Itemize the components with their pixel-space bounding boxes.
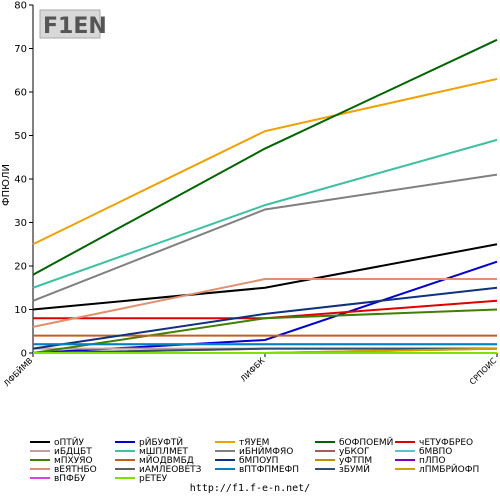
legend-label: мЙОДВМБД <box>139 456 194 466</box>
legend-item: бМПОУП <box>215 454 278 468</box>
legend-label: иБНЙМФЯО <box>239 447 294 457</box>
legend-swatch <box>395 449 415 452</box>
legend-swatch <box>30 458 50 461</box>
series-lines <box>32 38 498 354</box>
series-line-6 <box>32 138 498 289</box>
legend-item: оПТЙУ <box>30 436 84 450</box>
f1en-logo: F1EN <box>39 9 107 39</box>
footer-url: http://f1.f-e-n.net/ <box>189 483 311 494</box>
legend-label: тЯУЕМ <box>239 438 270 448</box>
legend-swatch <box>315 440 335 443</box>
y-tick-label: 80 <box>14 1 27 12</box>
y-tick-label: 70 <box>14 44 27 55</box>
series-line-12 <box>32 286 498 350</box>
legend-item: бМВПО <box>395 445 452 459</box>
legend-item: рЙБУФТЙ <box>115 436 183 450</box>
legend-item: вЕЯТНБО <box>30 463 97 477</box>
y-tick-label: 20 <box>14 262 27 273</box>
legend-label: чЕТУФБРЕО <box>419 438 474 448</box>
legend-swatch <box>395 467 415 470</box>
legend-item: мПХУЯО <box>30 454 93 468</box>
legend-swatch <box>115 449 135 452</box>
legend-label: зБУМЙ <box>339 465 370 475</box>
series-line-15 <box>32 278 497 328</box>
legend-swatch <box>215 467 235 470</box>
legend-label: бМПОУП <box>239 456 279 466</box>
legend-label: рЙБУФТЙ <box>139 438 184 448</box>
legend-swatch <box>115 476 135 479</box>
legend-swatch <box>30 476 50 479</box>
series-line-3 <box>32 38 498 276</box>
legend-label: бОФПОЕМЙ <box>339 438 394 448</box>
legend-label: мШПЛМЕТ <box>139 447 188 457</box>
legend-item: мЙОДВМБД <box>115 454 194 468</box>
legend-item: бОФПОЕМЙ <box>315 436 393 450</box>
legend-item: чЕТУФБРЕО <box>395 436 473 450</box>
legend-label: уБКОГ <box>339 447 370 457</box>
legend-item: вПТФПМЕФП <box>215 463 299 477</box>
legend-label: лПМБРЙОФП <box>419 465 480 475</box>
series-line-7 <box>32 173 498 302</box>
legend-swatch <box>315 467 335 470</box>
legend-swatch <box>30 467 50 470</box>
legend-item: зБУМЙ <box>315 463 370 477</box>
x-tick-label: ЛФБЙМВ <box>1 355 35 389</box>
legend-swatch <box>315 458 335 461</box>
legend-label: вЕЯТНБО <box>54 465 97 475</box>
legend-item: вПФБУ <box>30 472 85 486</box>
series-line-10 <box>32 308 498 354</box>
legend-label: вПФБУ <box>54 474 86 484</box>
legend-swatch <box>395 440 415 443</box>
y-axis-label: ФПЮЛИ <box>1 164 12 206</box>
legend-swatch <box>30 449 50 452</box>
y-tick-label: 30 <box>14 218 27 229</box>
legend-item: уФТПМ <box>315 454 372 468</box>
legend-item: пЛПО <box>395 454 446 468</box>
legend-item: уБКОГ <box>315 445 369 459</box>
y-tick-label: 50 <box>14 131 27 142</box>
legend-swatch <box>315 449 335 452</box>
legend-label: пЛПО <box>419 456 446 466</box>
legend-swatch <box>215 449 235 452</box>
legend-item: лПМБРЙОФП <box>395 463 479 477</box>
legend-swatch <box>115 458 135 461</box>
series-line-0 <box>32 243 498 311</box>
legend-label: бМВПО <box>419 447 453 457</box>
legend-item: рЕТЕУ <box>115 472 167 486</box>
legend-item: иБНЙМФЯО <box>215 445 293 459</box>
series-line-2 <box>32 77 498 246</box>
legend-label: рЕТЕУ <box>139 474 168 484</box>
legend-swatch <box>215 440 235 443</box>
legend-label: оПТЙУ <box>54 438 84 448</box>
legend-swatch <box>115 440 135 443</box>
legend-item: мШПЛМЕТ <box>115 445 188 459</box>
legend-swatch <box>115 467 135 470</box>
legend-swatch <box>30 440 50 443</box>
legend-label: уФТПМ <box>339 456 373 466</box>
series-line-18 <box>32 347 497 354</box>
legend-swatch <box>215 458 235 461</box>
y-tick-label: 40 <box>14 175 27 186</box>
series-line-1 <box>32 260 498 354</box>
legend-label: мПХУЯО <box>54 456 93 466</box>
legend-item: тЯУЕМ <box>215 436 269 450</box>
legend-item: иБДЦБТ <box>30 445 92 459</box>
x-tick-label: СРПОИС <box>468 356 499 387</box>
y-tick-label: 60 <box>14 88 27 99</box>
logo-text: F1EN <box>43 14 107 39</box>
legend-label: иАМЛЕОВЕТЗ <box>139 465 202 475</box>
legend-item: иАМЛЕОВЕТЗ <box>115 463 201 477</box>
y-tick-label: 0 <box>21 349 27 360</box>
chart-axes: 0 10 20 30 40 50 60 70 80 ЛФБЙМВ ЛИФБК СРПОИС <box>1 1 499 389</box>
legend-label: вПТФПМЕФП <box>239 465 300 475</box>
x-tick-label: ЛИФБК <box>239 356 267 384</box>
legend-label: иБДЦБТ <box>54 447 92 457</box>
legend-swatch <box>395 458 415 461</box>
y-tick-label: 10 <box>14 305 27 316</box>
